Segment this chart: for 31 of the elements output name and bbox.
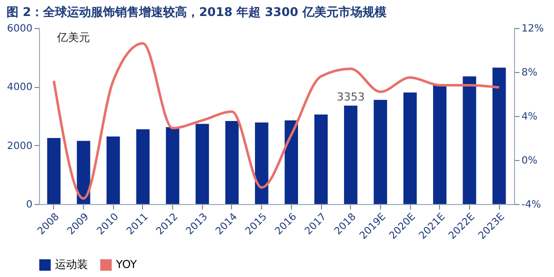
line-series: [52, 42, 500, 200]
y-tick-label: 0: [26, 200, 32, 210]
bar: [106, 136, 120, 204]
y2-tick-label: 4%: [522, 112, 538, 122]
bar: [374, 100, 388, 204]
data-label: 3353: [336, 90, 365, 104]
bar: [166, 127, 180, 204]
bar: [462, 76, 476, 204]
y-axis-title: 亿美元: [56, 31, 90, 44]
y2-tick-label: 0%: [522, 156, 538, 166]
legend-label: YOY: [115, 258, 138, 271]
y2-tick-label: 12%: [522, 24, 544, 34]
bar: [492, 68, 506, 204]
bar: [314, 114, 328, 204]
y2-tick-label: 8%: [522, 68, 538, 78]
y-tick-label: 6000: [7, 24, 32, 34]
bar: [47, 138, 61, 204]
bar: [403, 92, 417, 204]
bar: [344, 106, 358, 204]
bar: [136, 129, 150, 204]
bar: [196, 124, 209, 204]
y-tick-label: 4000: [7, 82, 32, 94]
bar: [225, 120, 239, 204]
legend-label: 运动装: [55, 258, 88, 271]
y-tick-label: 2000: [7, 140, 32, 152]
bar: [254, 122, 268, 204]
bar: [433, 85, 446, 204]
bar: [284, 120, 298, 204]
y2-tick-label: -4%: [522, 200, 541, 210]
chart-title: 图 2：全球运动服饰销售增速较高，2018 年超 3300 亿美元市场规模: [6, 5, 386, 19]
bar: [76, 140, 90, 204]
